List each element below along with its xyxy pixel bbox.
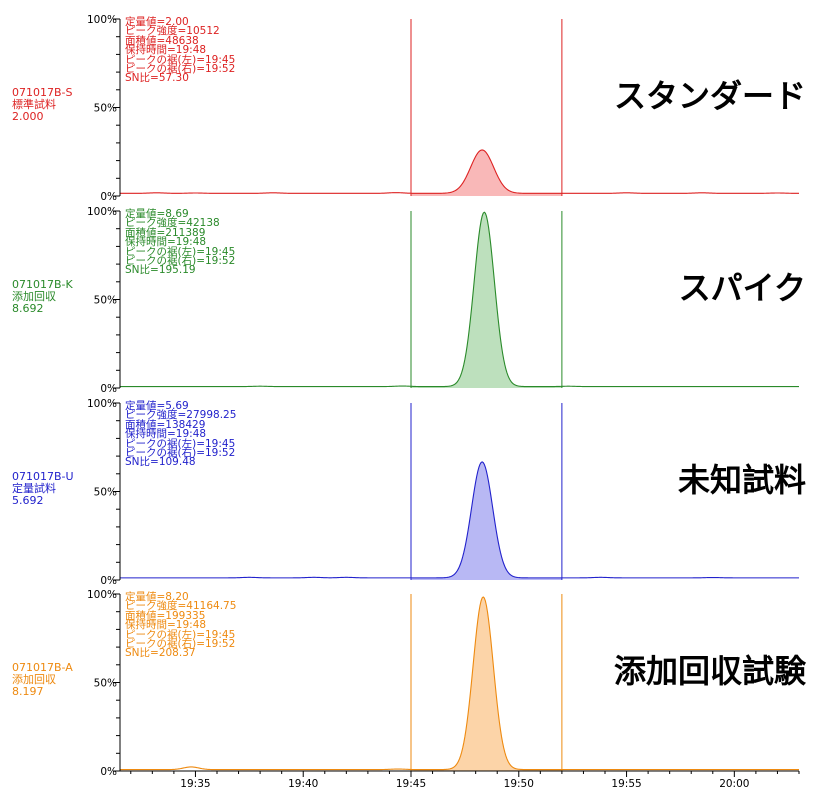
- sample-info-3: 071017B-U 定量試料 5.692: [12, 471, 74, 507]
- peak-area-fill-1: [411, 149, 562, 196]
- peak-stat-line: 保持時間=19:48: [125, 428, 207, 441]
- peak-stat-line: SN比=109.48: [125, 456, 196, 469]
- x-tick-label-6: 20:00: [719, 778, 749, 790]
- x-tick-label-3: 19:45: [396, 778, 426, 790]
- peak-stat-line: 保持時間=19:48: [125, 44, 207, 57]
- peak-stat-line: ピークの裾(左)=19:45: [125, 628, 236, 641]
- panel-label-1: スタンダード: [613, 77, 806, 115]
- peak-stat-line: 保持時間=19:48: [125, 619, 207, 632]
- panel-label-4: 添加回収試験: [613, 652, 806, 690]
- peak-area-fill-4: [411, 597, 562, 771]
- peak-stat-line: ピークの裾(左)=19:45: [125, 437, 236, 450]
- signal-line-3: [120, 461, 799, 579]
- y-tick-label-1-3: 0%: [100, 191, 117, 203]
- peak-stat-line: 面積値=138429: [125, 418, 206, 431]
- peak-stat-line: 面積値=199335: [125, 609, 206, 622]
- x-tick-label-5: 19:55: [611, 778, 641, 790]
- sample-sample-id-1: 071017B-S: [12, 86, 73, 99]
- peak-stat-line: 保持時間=19:48: [125, 236, 207, 249]
- peak-stat-line: ピークの裾(左)=19:45: [125, 53, 236, 66]
- sample-sample-type-4: 添加回収: [12, 673, 56, 686]
- sample-info-2: 071017B-K 添加回収 8.692: [12, 279, 73, 315]
- sample-value-4: 8.197: [12, 685, 44, 698]
- sample-sample-id-3: 071017B-U: [12, 470, 74, 483]
- sample-sample-type-1: 標準試料: [12, 98, 56, 111]
- peak-stat-line: 定量値=8.20: [125, 591, 189, 603]
- peak-stats-1: 定量値=2.00 ピーク強度=10512 面積値=48638 保持時間=19:48 ピー…: [125, 16, 236, 85]
- peak-stat-line: ピーク強度=41164.75: [125, 600, 237, 613]
- peak-stat-line: 定量値=8.69: [125, 208, 189, 220]
- peak-stat-line: 面積値=48638: [125, 34, 199, 47]
- peak-area-fill-2: [411, 212, 562, 388]
- panel-label-3: 未知試料: [677, 461, 806, 499]
- sample-value-3: 5.692: [12, 494, 44, 507]
- peak-stat-line: ピーク強度=10512: [125, 25, 220, 38]
- y-tick-label-2-1: 100%: [87, 206, 117, 218]
- y-tick-label-4-1: 100%: [87, 589, 117, 601]
- peak-stat-line: ピークの裾(右)=19:52: [125, 255, 236, 268]
- peak-stat-line: 面積値=211389: [125, 226, 206, 239]
- peak-stats-4: 定量値=8.20 ピーク強度=41164.75 面積値=199335 保持時間=19:…: [125, 591, 237, 660]
- peak-stat-line: SN比=208.37: [125, 647, 196, 660]
- peak-stat-line: ピーク強度=42138: [125, 217, 220, 230]
- y-tick-label-4-2: 50%: [94, 678, 117, 690]
- sample-info-4: 071017B-A 添加回収 8.197: [12, 662, 73, 698]
- sample-info-1: 071017B-S 標準試料 2.000: [12, 87, 73, 123]
- peak-stats-2: 定量値=8.69 ピーク強度=42138 面積値=211389 保持時間=19:48 ピ…: [125, 208, 236, 277]
- sample-sample-id-4: 071017B-A: [12, 661, 73, 674]
- y-tick-label-2-3: 0%: [100, 383, 117, 395]
- sample-sample-type-3: 定量試料: [12, 482, 56, 495]
- peak-stats-3: 定量値=5.69 ピーク強度=27998.25 面積値=138429 保持時間=19:…: [125, 400, 237, 469]
- x-tick-label-4: 19:50: [504, 778, 534, 790]
- peak-stat-line: ピークの裾(右)=19:52: [125, 638, 236, 651]
- y-tick-label-2-2: 50%: [94, 295, 117, 307]
- peak-stat-line: ピークの裾(右)=19:52: [125, 447, 236, 460]
- sample-value-1: 2.000: [12, 110, 44, 123]
- signal-line-1: [120, 149, 799, 194]
- signal-line-2: [120, 211, 799, 388]
- peak-stat-line: 定量値=2.00: [125, 16, 189, 28]
- sample-sample-type-2: 添加回収: [12, 290, 56, 303]
- peak-stat-line: ピークの裾(右)=19:52: [125, 63, 236, 76]
- panel-label-2: スパイク: [678, 269, 806, 307]
- y-tick-label-3-1: 100%: [87, 398, 117, 410]
- peak-stat-line: SN比=57.30: [125, 72, 189, 85]
- peak-area-fill-3: [411, 461, 562, 580]
- x-tick-label-1: 19:35: [180, 778, 210, 790]
- peak-stat-line: ピークの裾(左)=19:45: [125, 245, 236, 258]
- y-tick-label-1-2: 50%: [94, 103, 117, 115]
- sample-value-2: 8.692: [12, 302, 44, 315]
- y-tick-label-3-3: 0%: [100, 575, 117, 587]
- y-tick-label-4-3: 0%: [100, 766, 117, 778]
- peak-stat-line: 定量値=5.69: [125, 400, 189, 412]
- signal-line-4: [120, 596, 799, 771]
- y-tick-label-3-2: 50%: [94, 487, 117, 499]
- peak-stat-line: SN比=195.19: [125, 264, 196, 277]
- peak-stat-line: ピーク強度=27998.25: [125, 409, 237, 422]
- sample-sample-id-2: 071017B-K: [12, 278, 73, 291]
- y-tick-label-1-1: 100%: [87, 14, 117, 26]
- x-tick-label-2: 19:40: [288, 778, 318, 790]
